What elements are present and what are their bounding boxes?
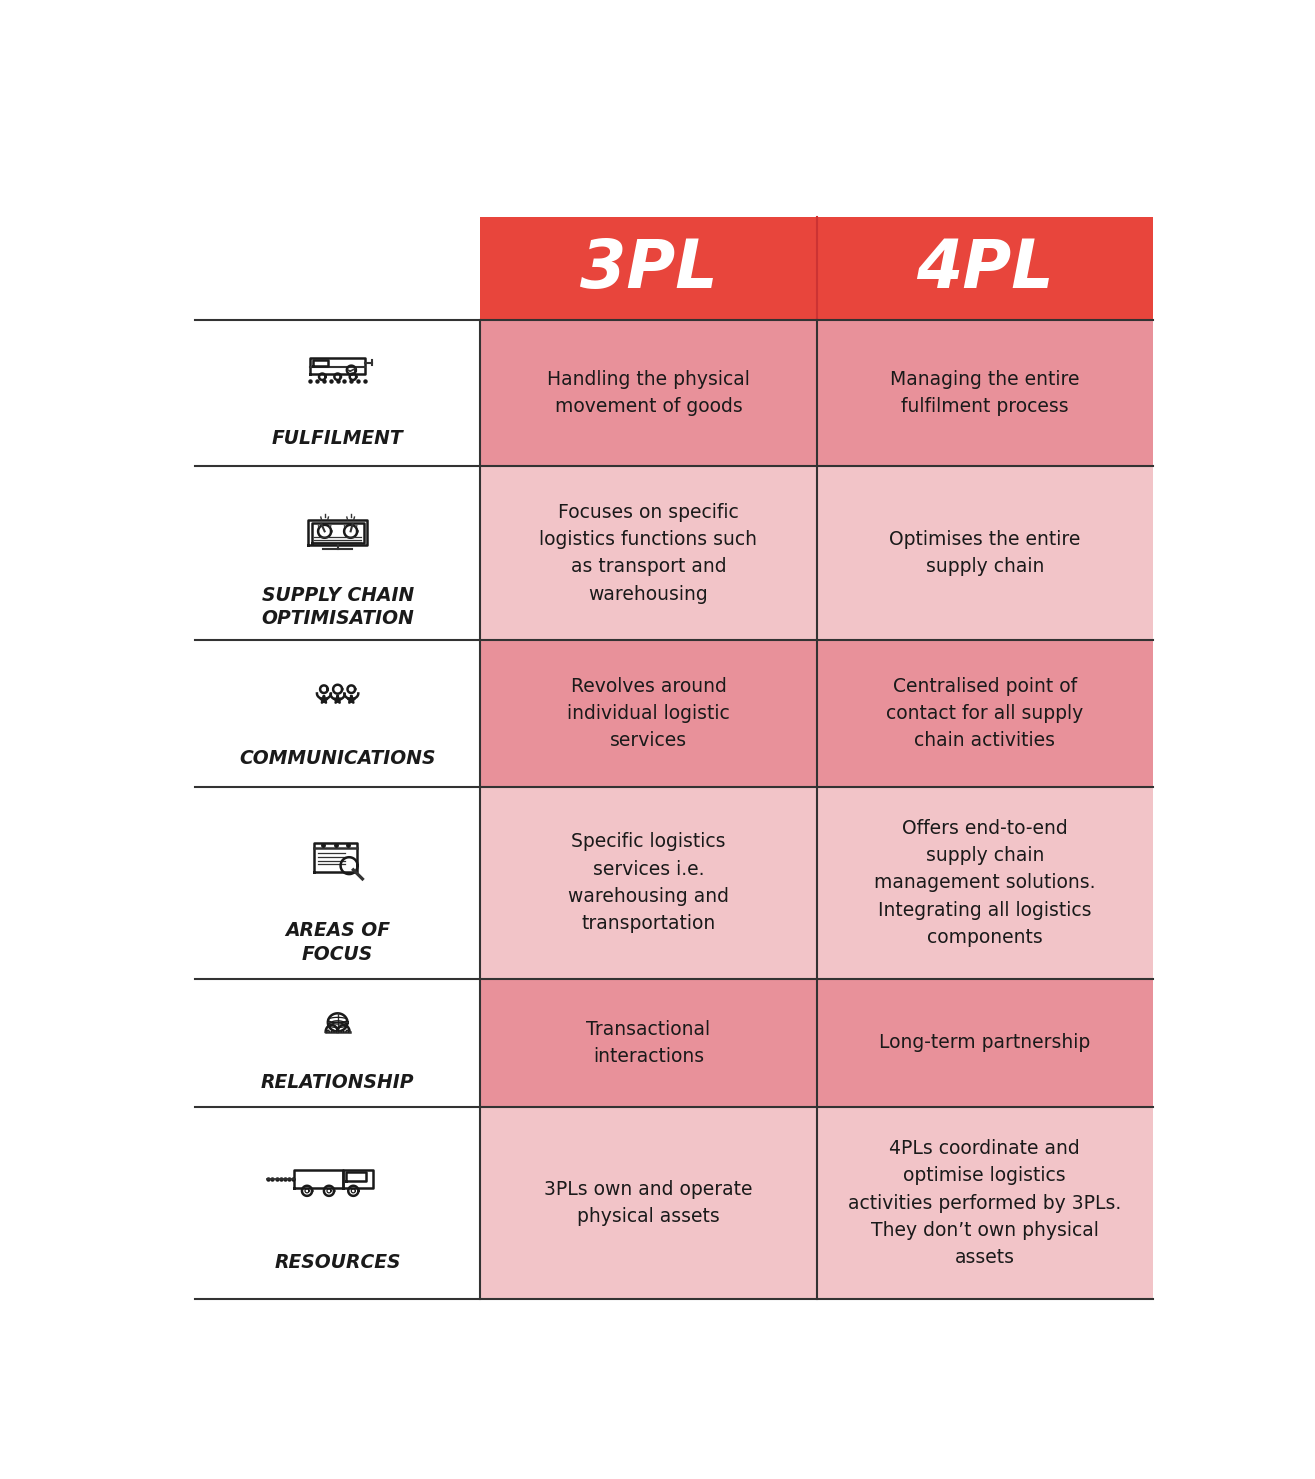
Text: 3PL: 3PL [580, 235, 718, 302]
Bar [817, 319, 1153, 466]
Text: RELATIONSHIP: RELATIONSHIP [260, 1074, 414, 1092]
Bar [195, 787, 480, 979]
Text: 4PL: 4PL [915, 235, 1053, 302]
Text: Specific logistics
services i.e.
warehousing and
transportation: Specific logistics services i.e. warehou… [568, 833, 729, 933]
Text: Centralised point of
contact for all supply
chain activities: Centralised point of contact for all sup… [886, 677, 1084, 750]
Bar [817, 787, 1153, 979]
Bar [480, 466, 817, 640]
Bar [480, 787, 817, 979]
Bar [817, 640, 1153, 787]
Text: Optimises the entire
supply chain: Optimises the entire supply chain [889, 529, 1081, 577]
Bar [817, 979, 1153, 1106]
Bar [195, 1106, 480, 1299]
Bar [817, 1106, 1153, 1299]
Bar [195, 466, 480, 640]
Bar [195, 979, 480, 1106]
Bar [195, 319, 480, 466]
Bar [817, 217, 1153, 319]
Bar [480, 217, 817, 319]
Bar [480, 1106, 817, 1299]
Bar [817, 466, 1153, 640]
Text: 3PLs own and operate
physical assets: 3PLs own and operate physical assets [544, 1180, 752, 1226]
Text: Long-term partnership: Long-term partnership [880, 1034, 1090, 1053]
Text: 4PLs coordinate and
optimise logistics
activities performed by 3PLs.
They don’t : 4PLs coordinate and optimise logistics a… [848, 1139, 1122, 1268]
Text: Revolves around
individual logistic
services: Revolves around individual logistic serv… [567, 677, 730, 750]
Text: AREAS OF
FOCUS: AREAS OF FOCUS [285, 921, 391, 964]
Bar [195, 640, 480, 787]
Text: COMMUNICATIONS: COMMUNICATIONS [239, 750, 435, 768]
Text: RESOURCES: RESOURCES [275, 1253, 401, 1272]
Text: Managing the entire
fulfilment process: Managing the entire fulfilment process [890, 370, 1080, 416]
Text: SUPPLY CHAIN
OPTIMISATION: SUPPLY CHAIN OPTIMISATION [262, 586, 414, 629]
Text: Focuses on specific
logistics functions such
as transport and
warehousing: Focuses on specific logistics functions … [539, 503, 757, 603]
Text: Offers end-to-end
supply chain
management solutions.
Integrating all logistics
c: Offers end-to-end supply chain managemen… [874, 819, 1095, 947]
Text: Transactional
interactions: Transactional interactions [586, 1021, 710, 1066]
Text: FULFILMENT: FULFILMENT [272, 429, 404, 448]
Bar [480, 640, 817, 787]
Bar [480, 979, 817, 1106]
Text: Handling the physical
movement of goods: Handling the physical movement of goods [547, 370, 750, 416]
Bar [480, 319, 817, 466]
